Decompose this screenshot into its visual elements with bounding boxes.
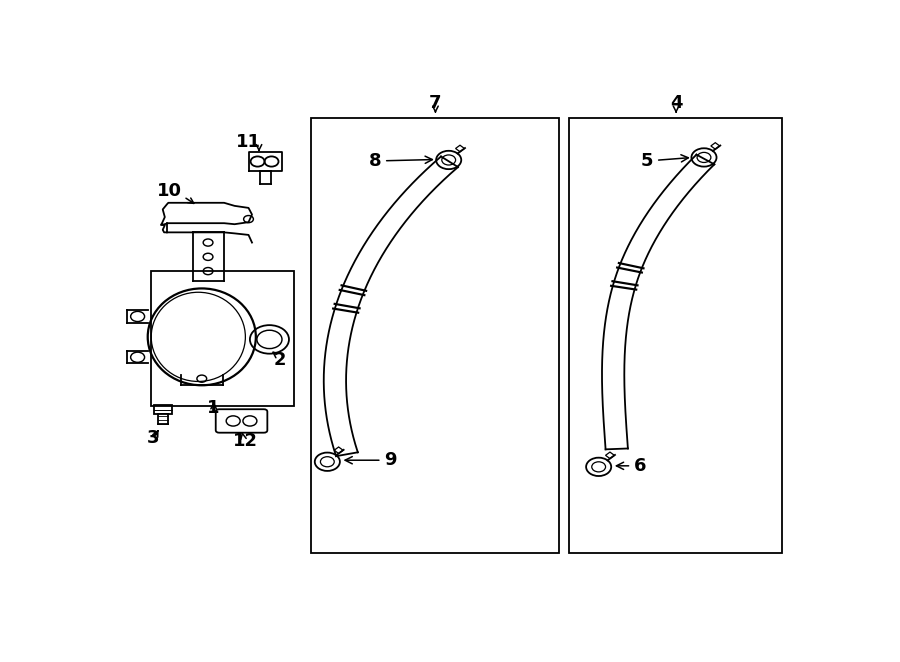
Bar: [570, 118, 782, 553]
Text: 6: 6: [616, 457, 647, 475]
Text: 5: 5: [641, 152, 688, 170]
Text: 1: 1: [207, 399, 220, 417]
Text: 10: 10: [158, 181, 182, 199]
Bar: [154, 405, 172, 414]
Bar: [606, 452, 615, 459]
Bar: [151, 271, 293, 406]
Text: 4: 4: [670, 95, 682, 113]
Bar: [455, 145, 464, 152]
Text: 11: 11: [236, 132, 261, 151]
Bar: [711, 143, 720, 149]
Text: 3: 3: [147, 429, 159, 448]
Bar: [334, 447, 343, 453]
Bar: [311, 118, 559, 553]
Text: 2: 2: [274, 351, 286, 369]
Text: 9: 9: [345, 451, 397, 469]
Text: 8: 8: [368, 152, 432, 170]
Text: 12: 12: [232, 432, 257, 450]
Text: 7: 7: [429, 95, 442, 113]
